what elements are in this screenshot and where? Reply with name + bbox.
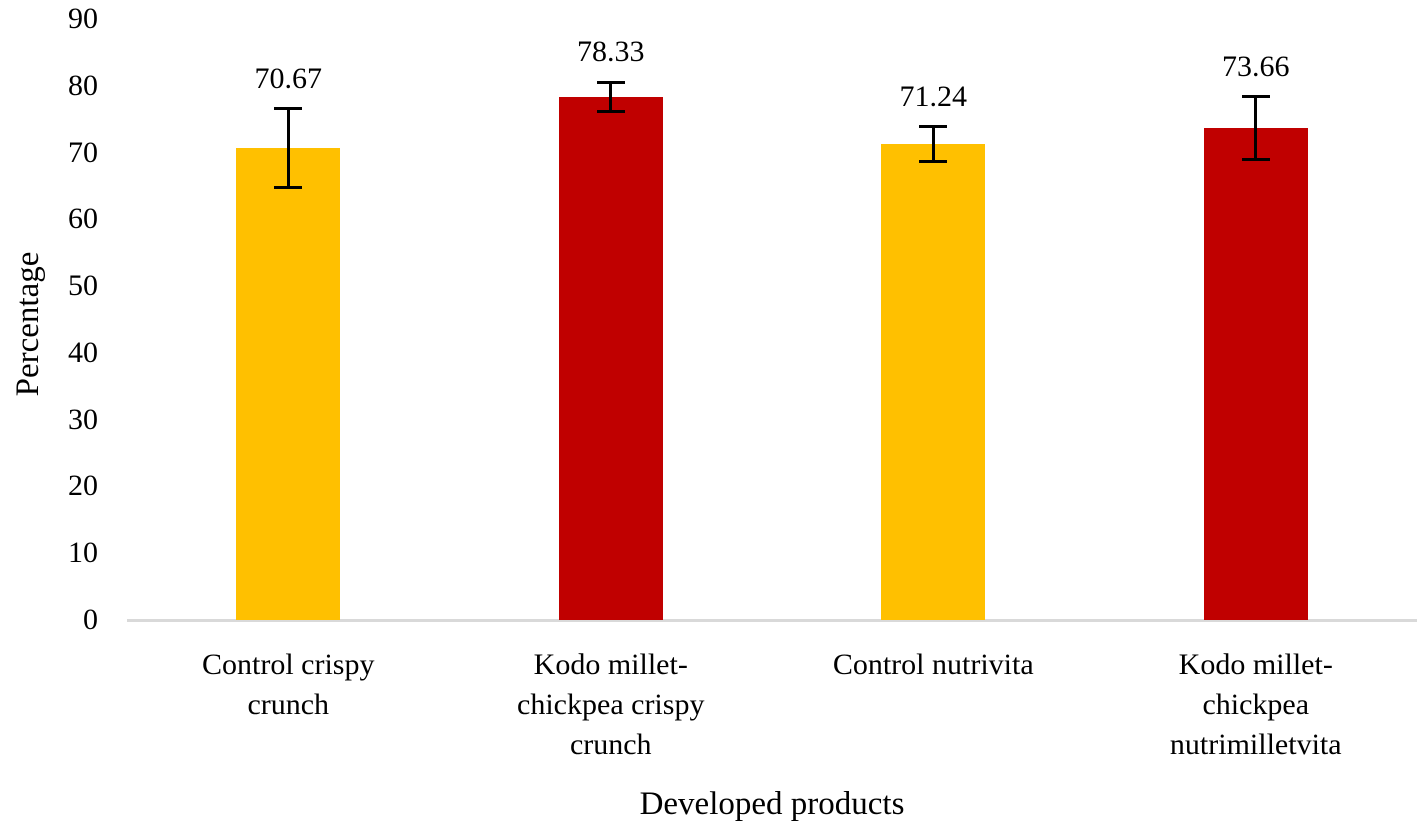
error-bar-cap — [919, 160, 948, 164]
x-tick-label: Kodo millet-chickpea crispy crunch — [517, 648, 705, 761]
y-tick-label: 80 — [68, 68, 98, 102]
error-bar-cap — [919, 125, 948, 129]
bar — [236, 148, 341, 620]
bar-value-label: 70.67 — [254, 61, 323, 95]
error-bar-line — [609, 82, 613, 112]
y-tick-label: 70 — [68, 135, 98, 169]
error-bar-cap — [1241, 95, 1270, 99]
y-tick-label: 20 — [68, 469, 98, 503]
y-tick-label: 60 — [68, 202, 98, 236]
y-tick-label: 10 — [68, 536, 98, 570]
x-axis-line — [127, 619, 1417, 622]
error-bar-cap — [274, 107, 303, 111]
x-tick-label: Control nutrivita — [832, 648, 1034, 681]
error-bar-line — [931, 126, 935, 162]
error-bar-line — [1254, 96, 1258, 160]
y-tick-label: 40 — [68, 335, 98, 369]
bar — [1203, 128, 1308, 620]
y-tick-label: 0 — [83, 603, 98, 636]
y-tick-label: 30 — [68, 402, 98, 436]
error-bar-line — [286, 108, 290, 188]
error-bar-cap — [1241, 158, 1270, 161]
x-axis-title: Developed products — [639, 786, 905, 822]
x-tick-label: Kodo millet-chickpea nutrimilletvita — [1169, 648, 1342, 761]
bar-value-label: 73.66 — [1222, 49, 1290, 83]
y-tick-label: 90 — [68, 2, 98, 35]
bar — [558, 96, 663, 620]
bar-value-label: 71.24 — [899, 79, 968, 113]
error-bar-cap — [274, 185, 303, 189]
x-tick-label: Control crispy crunch — [202, 648, 375, 721]
y-tick-label: 50 — [68, 269, 98, 303]
error-bar-cap — [596, 110, 625, 114]
bar — [881, 144, 986, 620]
bar-value-label: 78.33 — [577, 35, 645, 69]
error-bar-cap — [596, 80, 625, 84]
